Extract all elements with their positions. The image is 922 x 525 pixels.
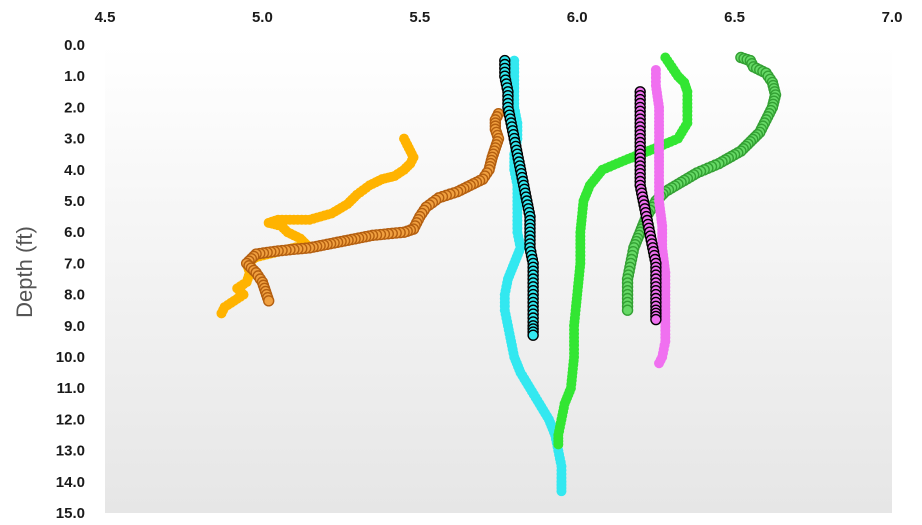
y-tick-label: 13.0 — [56, 443, 85, 460]
y-tick-label: 6.0 — [64, 224, 85, 241]
y-tick-label: 0.0 — [64, 37, 85, 54]
series-8-point — [650, 313, 662, 326]
y-tick-label: 15.0 — [56, 505, 85, 522]
series-7 — [650, 64, 671, 369]
x-tick-label: 6.5 — [724, 9, 745, 26]
y-tick-label: 4.0 — [64, 162, 85, 179]
series-4 — [499, 54, 539, 341]
series-5-point — [553, 439, 564, 450]
x-tick-label: 7.0 — [882, 9, 903, 26]
series-3 — [499, 55, 567, 497]
series-layer — [216, 51, 782, 497]
x-tick-label: 5.0 — [252, 9, 273, 26]
x-tick-labels: 4.5 5.0 5.5 6.0 6.5 7.0 — [95, 9, 903, 26]
y-tick-label: 1.0 — [64, 68, 85, 85]
x-tick-label: 5.5 — [409, 9, 430, 26]
series-3-point — [556, 486, 567, 497]
y-tick-label: 11.0 — [57, 380, 85, 397]
series-4-point — [527, 329, 539, 341]
x-tick-label: 6.0 — [567, 9, 588, 26]
y-tick-label: 14.0 — [56, 474, 85, 491]
y-tick-label: 3.0 — [64, 131, 85, 148]
y-tick-label: 10.0 — [56, 349, 85, 366]
x-tick-label: 4.5 — [95, 9, 116, 26]
y-tick-label: 12.0 — [56, 411, 85, 428]
y-tick-label: 2.0 — [64, 99, 85, 116]
series-6 — [621, 51, 782, 316]
series-6-point — [621, 304, 634, 316]
y-axis-title: Depth (ft) — [12, 226, 37, 318]
y-tick-labels: 0.0 1.0 2.0 3.0 4.0 5.0 6.0 7.0 8.0 9.0 10.0 11.0 12… — [56, 37, 85, 522]
series-8 — [634, 86, 662, 326]
series-2 — [240, 107, 505, 307]
y-tick-label: 7.0 — [64, 255, 85, 272]
y-tick-label: 8.0 — [64, 287, 85, 304]
series-2-point — [262, 295, 275, 307]
y-tick-label: 5.0 — [64, 193, 85, 210]
series-1-point — [216, 308, 227, 319]
series-7-point — [654, 358, 665, 369]
y-tick-label: 9.0 — [64, 318, 85, 335]
